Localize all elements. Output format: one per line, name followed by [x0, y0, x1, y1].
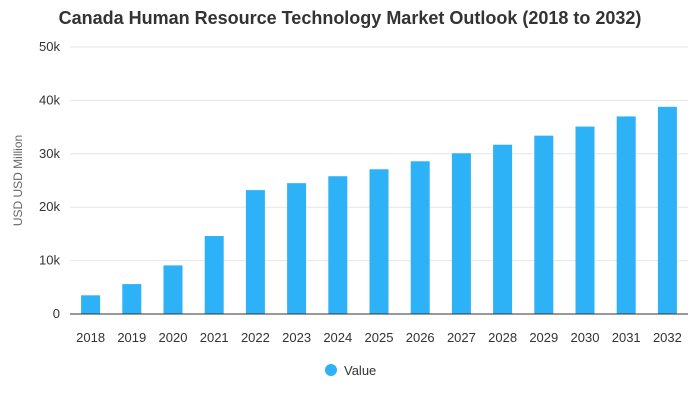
legend-marker-value — [325, 364, 337, 376]
bar-2030[interactable] — [575, 126, 595, 314]
y-tick-label: 10k — [39, 253, 60, 268]
bar-2027[interactable] — [451, 153, 471, 314]
bar-2029[interactable] — [534, 135, 554, 314]
bar-2021[interactable] — [204, 236, 224, 314]
x-tick-label: 2020 — [159, 330, 188, 345]
x-tick-label: 2027 — [447, 330, 476, 345]
y-tick-label: 20k — [39, 199, 60, 214]
y-axis-title: USD USD Million — [11, 135, 25, 226]
bar-2025[interactable] — [369, 169, 389, 314]
y-tick-label: 0 — [53, 306, 60, 321]
chart-title: Canada Human Resource Technology Market … — [58, 8, 642, 28]
y-axis-ticks: 0 10k 20k 30k 40k 50k — [39, 39, 60, 321]
x-tick-label: 2026 — [406, 330, 435, 345]
bar-2019[interactable] — [122, 284, 142, 314]
x-tick-label: 2021 — [200, 330, 229, 345]
legend[interactable]: Value — [325, 363, 376, 378]
x-tick-label: 2019 — [117, 330, 146, 345]
bar-2024[interactable] — [328, 176, 348, 314]
x-tick-label: 2025 — [365, 330, 394, 345]
x-tick-label: 2029 — [529, 330, 558, 345]
bar-2022[interactable] — [245, 190, 265, 314]
bar-2026[interactable] — [410, 161, 430, 314]
x-tick-label: 2031 — [612, 330, 641, 345]
x-tick-label: 2024 — [323, 330, 352, 345]
x-tick-label: 2032 — [653, 330, 682, 345]
bar-2018[interactable] — [81, 295, 101, 314]
bar-2023[interactable] — [287, 183, 307, 314]
bar-2031[interactable] — [616, 116, 636, 314]
y-tick-label: 30k — [39, 146, 60, 161]
bar-2028[interactable] — [493, 144, 513, 314]
bars — [81, 106, 677, 314]
x-tick-label: 2030 — [571, 330, 600, 345]
x-tick-label: 2028 — [488, 330, 517, 345]
y-tick-label: 50k — [39, 39, 60, 54]
x-tick-label: 2023 — [282, 330, 311, 345]
bar-2020[interactable] — [163, 265, 183, 314]
x-axis-ticks: 2018 2019 2020 2021 2022 2023 2024 2025 2026 2027… — [76, 330, 682, 345]
x-tick-label: 2018 — [76, 330, 105, 345]
x-tick-label: 2022 — [241, 330, 270, 345]
legend-label-value: Value — [344, 363, 376, 378]
y-tick-label: 40k — [39, 92, 60, 107]
bar-2032[interactable] — [657, 106, 677, 314]
